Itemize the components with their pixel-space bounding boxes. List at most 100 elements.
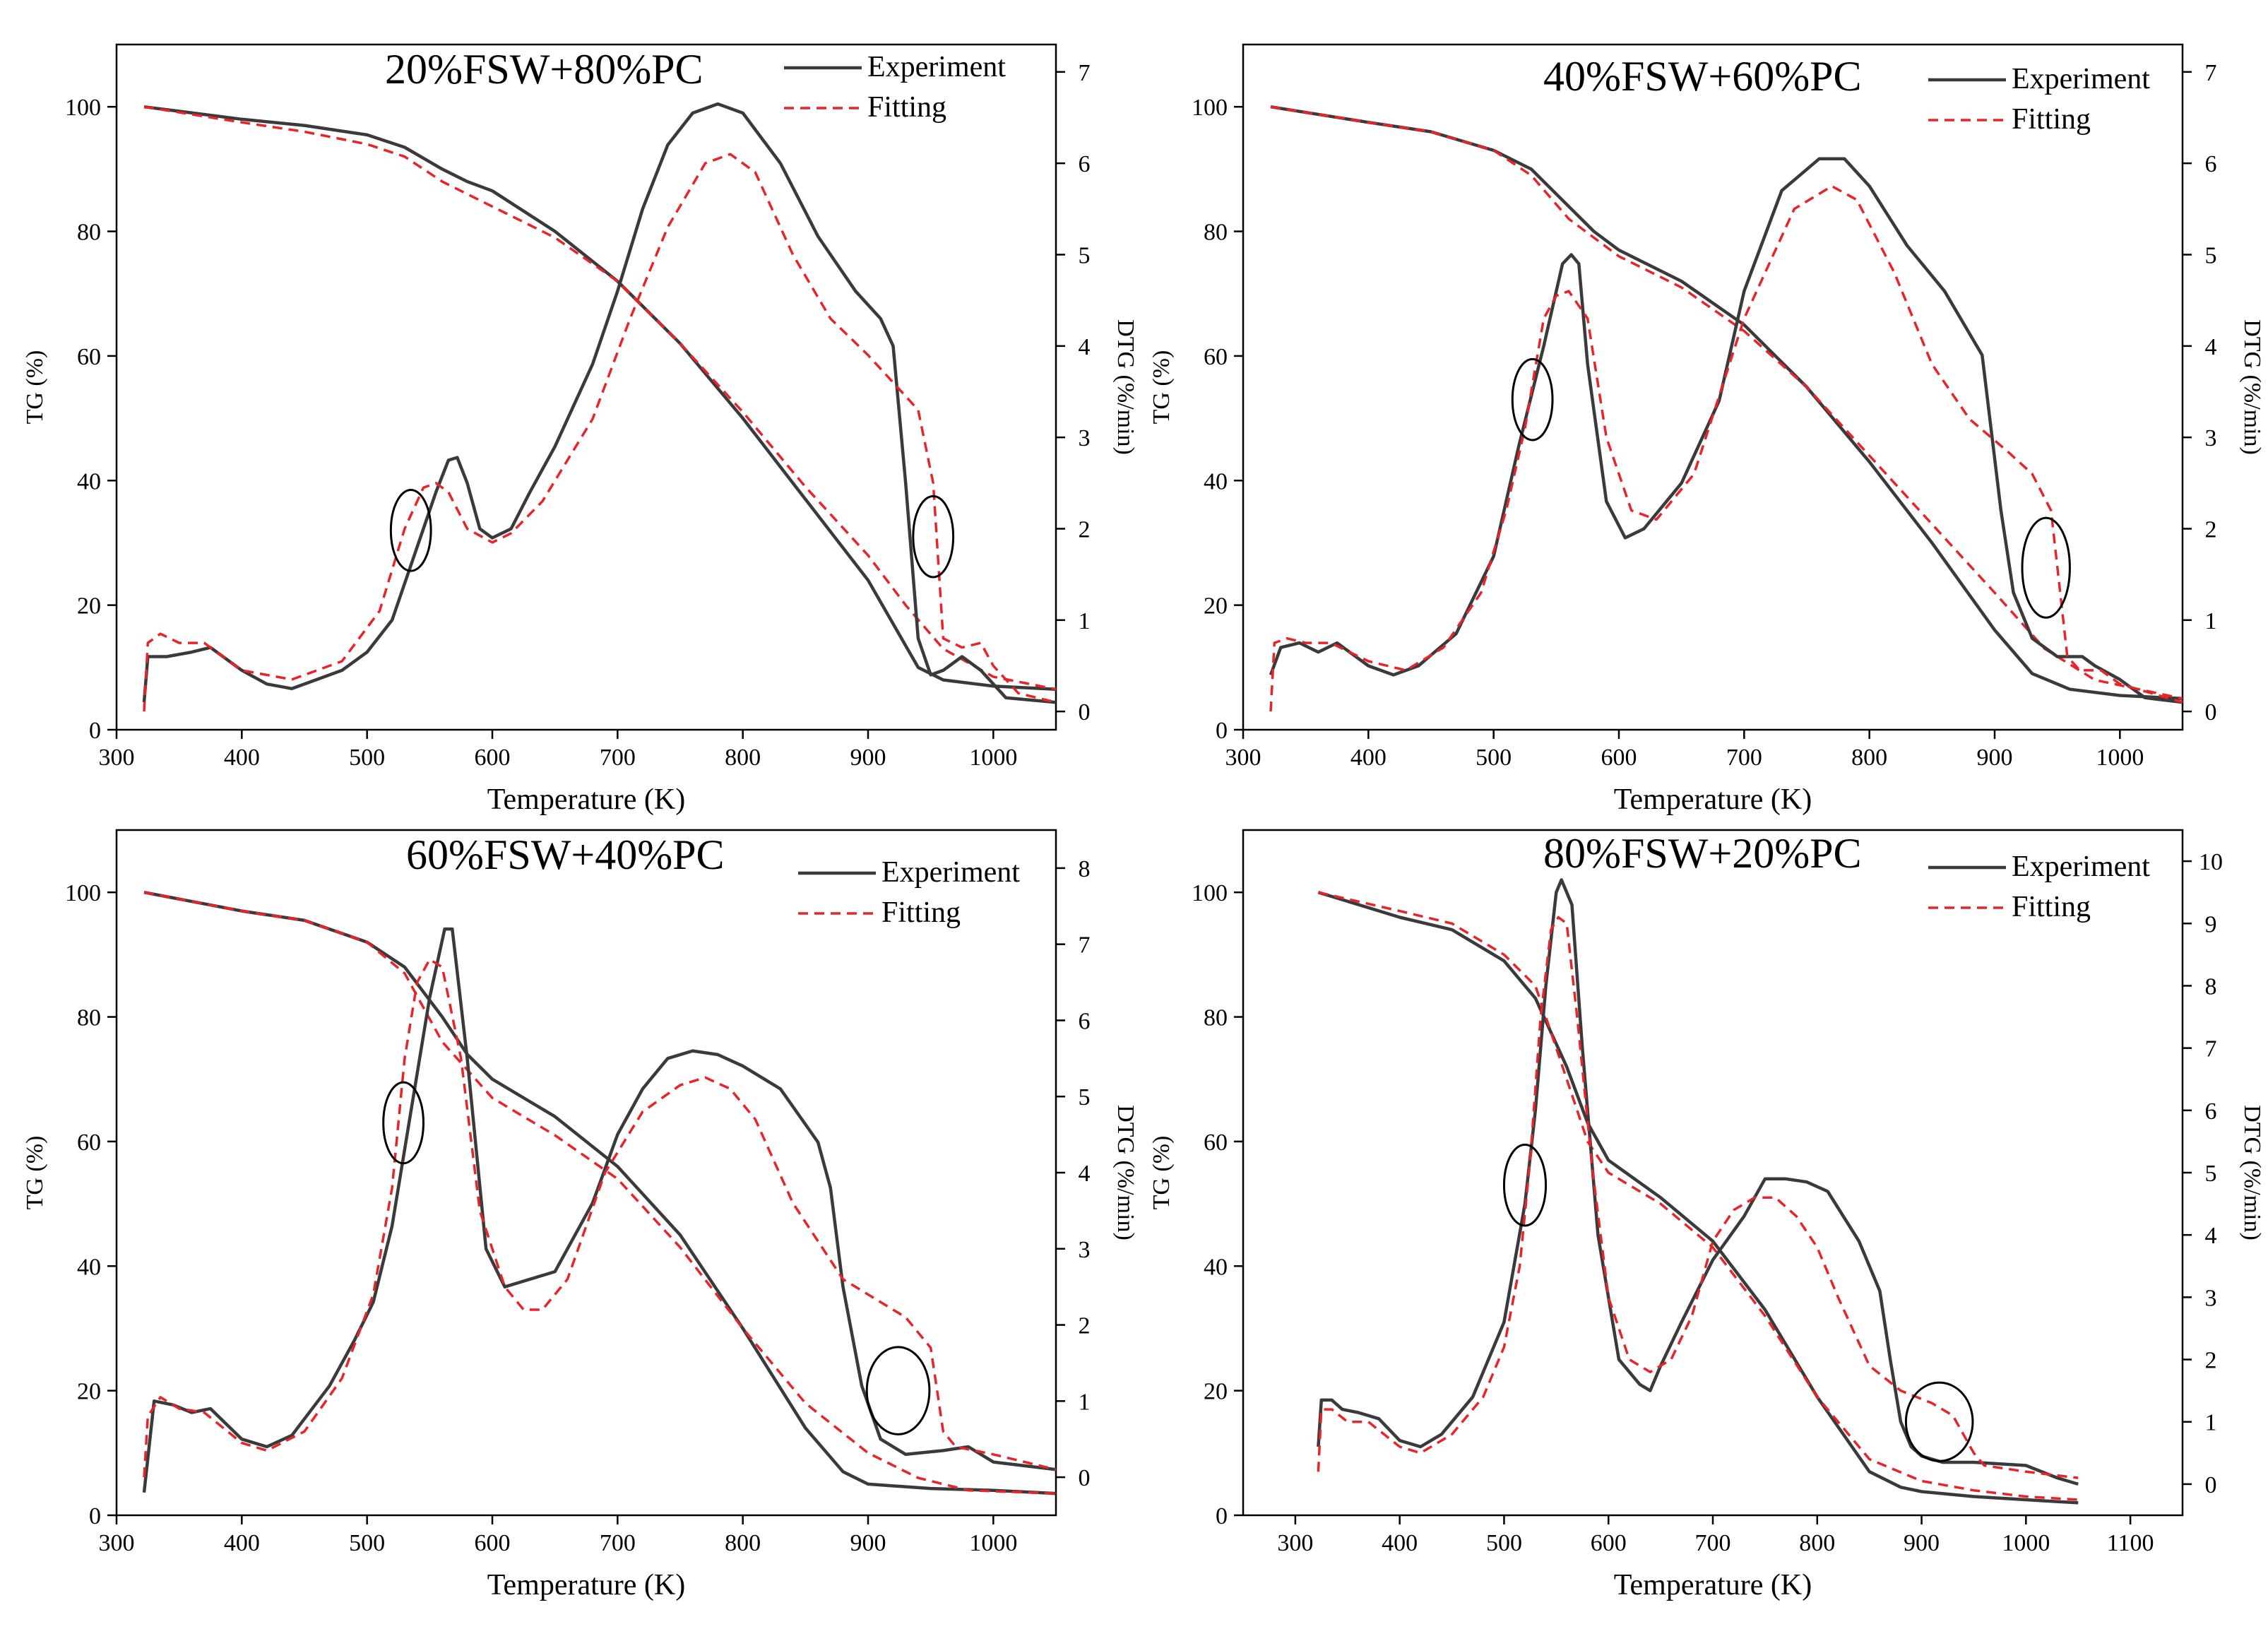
- series-group: [142, 890, 1056, 1495]
- x-axis-label: Temperature (K): [487, 783, 685, 816]
- y-axis-label: TG (%): [22, 1136, 48, 1210]
- annotation-ellipse: [865, 1346, 931, 1435]
- y-axis-label: TG (%): [22, 350, 48, 425]
- y2-tick-label: 2: [1079, 1313, 1091, 1339]
- y2-tick-label: 5: [1079, 242, 1091, 268]
- x-tick-label: 300: [1225, 745, 1261, 771]
- x-tick-label: 400: [224, 745, 260, 771]
- x-tick-label: 1000: [2096, 745, 2144, 771]
- tg-experiment-line: [1317, 891, 2079, 1505]
- y-tick-label: 60: [77, 1130, 101, 1156]
- y2-tick-label: 5: [1079, 1084, 1091, 1110]
- legend-experiment-label: Experiment: [881, 856, 1020, 889]
- dtg-experiment-line: [1317, 878, 2079, 1486]
- chart-panel-4: 300 400 500 600 700 800 900 1000 110002040608010…: [1148, 829, 2265, 1601]
- annotation-ellipse: [389, 489, 432, 572]
- x-tick-label: 400: [1382, 1530, 1418, 1556]
- x-tick-label: 600: [1601, 745, 1637, 771]
- y-tick-label: 100: [1192, 880, 1228, 906]
- legend-fitting-label: Fitting: [867, 91, 946, 124]
- y-axis-label: TG (%): [1148, 1136, 1175, 1210]
- annotation-ellipse: [1904, 1381, 1974, 1462]
- dtg-fitting-line: [1317, 916, 2079, 1479]
- y-tick-label: 40: [1204, 468, 1228, 494]
- y2-axis-label: DTG (%/min): [1112, 319, 1139, 455]
- x-tick-label: 1000: [969, 1530, 1017, 1556]
- y2-tick-label: 0: [1079, 699, 1091, 725]
- y2-tick-label: 7: [2205, 60, 2217, 86]
- y-tick-label: 40: [77, 468, 101, 494]
- y-tick-label: 80: [1204, 1005, 1228, 1031]
- tg-experiment-line: [143, 105, 1056, 691]
- x-axis-label: Temperature (K): [1614, 1569, 1812, 1601]
- x-tick-label: 900: [1904, 1530, 1940, 1556]
- tg-fitting-line: [143, 105, 1056, 691]
- x-tick-label: 300: [1277, 1530, 1313, 1556]
- y2-tick-label: 6: [2205, 1098, 2217, 1125]
- y2-tick-label: 2: [1079, 516, 1091, 543]
- y-tick-label: 80: [77, 1005, 101, 1031]
- plot-frame: [115, 829, 1057, 1517]
- tg-experiment-line: [1270, 105, 2183, 701]
- x-tick-label: 800: [1799, 1530, 1835, 1556]
- y-tick-label: 0: [89, 1503, 101, 1529]
- x-tick-label: 300: [99, 1530, 135, 1556]
- x-tick-label: 800: [1851, 745, 1887, 771]
- y2-tick-label: 6: [2205, 151, 2217, 177]
- y-tick-label: 60: [1204, 1130, 1228, 1156]
- y-tick-label: 40: [77, 1254, 101, 1280]
- y-tick-label: 100: [65, 95, 101, 121]
- legend-fitting-label: Fitting: [2012, 103, 2091, 136]
- dtg-fitting-line: [143, 153, 1056, 712]
- y-tick-label: 60: [1204, 344, 1228, 370]
- dtg-experiment-line: [142, 927, 1056, 1493]
- y2-tick-label: 3: [2205, 425, 2217, 451]
- y2-tick-label: 4: [2205, 334, 2217, 360]
- dtg-fitting-line: [143, 958, 1056, 1478]
- x-tick-label: 900: [850, 1530, 886, 1556]
- annotation-ellipse: [1511, 357, 1554, 442]
- y-tick-label: 80: [77, 220, 101, 246]
- chart-title: 40%FSW+60%PC: [1543, 53, 1862, 100]
- legend: Experiment Fitting: [1928, 851, 2150, 923]
- x-tick-label: 400: [1350, 745, 1387, 771]
- legend: Experiment Fitting: [784, 51, 1006, 124]
- legend: Experiment Fitting: [1928, 63, 2150, 136]
- legend-experiment-label: Experiment: [867, 51, 1006, 83]
- chart-title: 20%FSW+80%PC: [385, 46, 703, 93]
- x-axis-label: Temperature (K): [487, 1569, 685, 1601]
- y2-tick-label: 5: [2205, 242, 2217, 268]
- x-tick-label: 600: [475, 745, 511, 771]
- tg-experiment-line: [143, 890, 1056, 1495]
- y-tick-label: 100: [1192, 95, 1228, 121]
- y2-tick-label: 5: [2205, 1161, 2217, 1187]
- legend-experiment-label: Experiment: [2012, 851, 2150, 883]
- y2-tick-label: 1: [2205, 1410, 2217, 1436]
- y2-tick-label: 1: [1079, 1389, 1091, 1415]
- x-tick-label: 900: [1977, 745, 2013, 771]
- dtg-experiment-line: [1269, 157, 2183, 704]
- plot-frame: [115, 43, 1057, 731]
- chart-title: 80%FSW+20%PC: [1543, 830, 1862, 877]
- annotation-ellipse: [1502, 1143, 1548, 1227]
- x-axis-label: Temperature (K): [1614, 783, 1812, 816]
- plot-frame: [1242, 43, 2184, 731]
- y2-axis-label: DTG (%/min): [2239, 319, 2265, 455]
- y2-tick-label: 1: [1079, 608, 1091, 634]
- y2-tick-label: 2: [2205, 516, 2217, 543]
- x-tick-label: 700: [1695, 1530, 1731, 1556]
- x-tick-label: 500: [349, 1530, 385, 1556]
- chart-panel-1: 300 400 500 600 700 800 900 1000020406080100012…: [22, 43, 1139, 816]
- y-tick-label: 20: [77, 1379, 101, 1405]
- y-tick-label: 60: [77, 344, 101, 370]
- series-group: [142, 102, 1056, 712]
- tg-fitting-line: [143, 891, 1056, 1495]
- y-tick-label: 100: [65, 880, 101, 906]
- x-tick-label: 1000: [969, 745, 1017, 771]
- y2-tick-label: 1: [2205, 608, 2217, 634]
- x-tick-label: 1100: [2107, 1530, 2154, 1556]
- series-group: [1317, 878, 2079, 1505]
- y-tick-label: 20: [1204, 1379, 1228, 1405]
- y2-tick-label: 7: [1079, 932, 1091, 959]
